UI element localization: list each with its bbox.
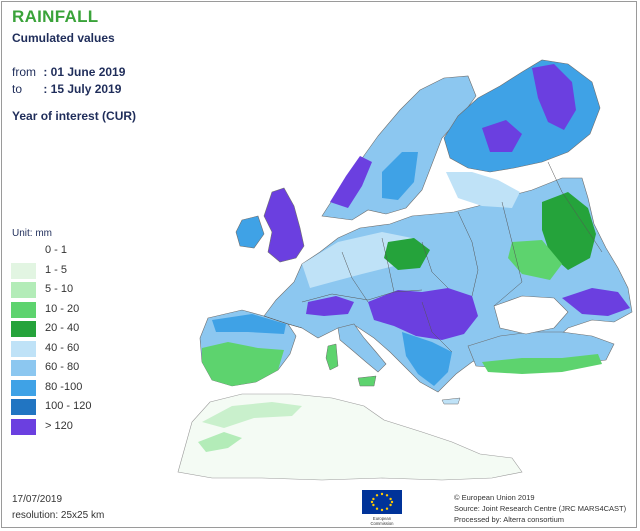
svg-text:Commission: Commission [370, 521, 394, 526]
italy-land [337, 323, 387, 373]
legend-label: 10 - 20 [45, 302, 80, 315]
legend-swatch [11, 262, 36, 279]
legend-label: > 120 [45, 419, 73, 432]
sweden-blue [382, 152, 418, 200]
britain-land [263, 187, 305, 263]
legend-swatch [11, 243, 36, 259]
crete [441, 397, 461, 405]
russia-north-purple [532, 64, 576, 130]
legend-swatch [11, 360, 36, 376]
poland-green [384, 238, 430, 270]
atlas-green-2 [198, 432, 242, 452]
atlas-green [202, 402, 302, 428]
russia-green-2 [508, 240, 562, 280]
legend-swatch [11, 379, 36, 396]
map-subtitle: Cumulated values [12, 31, 115, 45]
year-of-interest: Year of interest (CUR) [12, 109, 137, 123]
baltic-light [446, 172, 520, 208]
sicily [357, 375, 377, 387]
russia-green-1 [542, 192, 596, 270]
legend-label: 100 - 120 [45, 400, 92, 412]
to-label: to [12, 82, 23, 96]
legend-swatch [11, 399, 36, 415]
central-europe-purple [368, 288, 478, 340]
legend-label: 1 - 5 [45, 263, 68, 276]
european-commission-logo: European Commission [362, 490, 402, 526]
turkey-dry [482, 354, 602, 374]
legend-swatch [11, 282, 36, 298]
svg-text:European: European [373, 516, 392, 521]
norway-purple [330, 156, 372, 208]
europe-light-blue [302, 232, 412, 288]
credit-source: Source: Joint Research Centre (JRC MARS4… [454, 504, 627, 513]
iberia-green [202, 342, 284, 386]
credit-processed: Processed by: Alterra consortium [454, 515, 565, 524]
from-label: from [12, 65, 36, 79]
legend-label: 40 - 60 [45, 341, 80, 354]
ireland-land [235, 215, 265, 249]
balkan-blue [402, 332, 452, 386]
period-from: from : 01 June 2019 [12, 65, 125, 79]
country-borders [263, 161, 603, 353]
legend-swatch [11, 340, 36, 357]
map-date: 17/07/2019 [12, 494, 63, 505]
map-resolution: resolution: 25x25 km [12, 510, 105, 521]
legend-label: 60 - 80 [45, 361, 80, 373]
legend-label: 0 - 1 [45, 244, 68, 256]
legend-label: 20 - 40 [45, 322, 80, 334]
legend-swatch [11, 301, 36, 318]
from-value: : 01 June 2019 [43, 65, 126, 79]
legend-label: 5 - 10 [45, 283, 74, 295]
black-sea [493, 295, 569, 335]
period-to: to : 15 July 2019 [12, 82, 121, 96]
corsica-sardinia [325, 343, 339, 371]
black-sea-area-purple [562, 288, 630, 316]
credits: © European Union 2019 Source: Joint Rese… [454, 492, 626, 525]
alps-purple [306, 296, 354, 316]
finland-purple [482, 120, 522, 152]
legend-unit: Unit: mm [12, 228, 52, 239]
to-value: : 15 July 2019 [43, 82, 122, 96]
legend-swatch [11, 321, 36, 337]
legend-label: 80 -100 [45, 380, 83, 393]
credit-copyright: © European Union 2019 [454, 493, 535, 502]
map-title: RAINFALL [12, 7, 99, 26]
iberia-north [212, 314, 286, 334]
legend-swatch [11, 418, 36, 435]
